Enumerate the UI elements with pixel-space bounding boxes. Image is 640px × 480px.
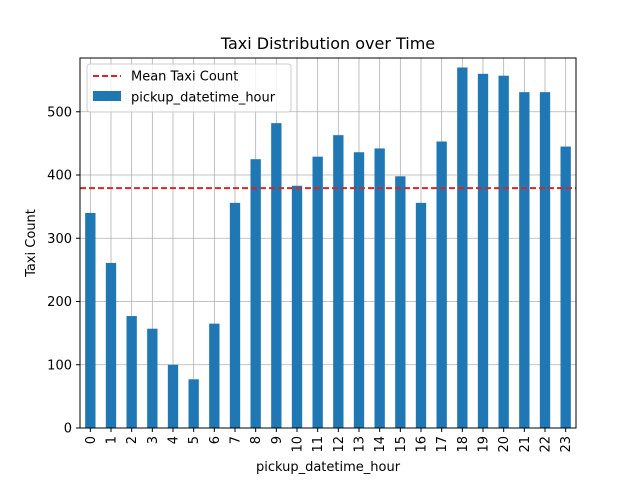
x-tick-label: 18: [456, 436, 471, 453]
bar-hour-3: [147, 328, 158, 428]
x-tick-label: 3: [146, 436, 161, 444]
bar-hour-1: [105, 262, 117, 428]
bar-hour-14: [374, 148, 385, 428]
x-tick-label: 1: [105, 436, 120, 444]
x-tick-label: 2: [125, 436, 140, 444]
x-tick-label: 14: [373, 436, 388, 453]
bar-hour-5: [188, 379, 199, 428]
bar-hour-6: [209, 323, 220, 428]
bar-hour-22: [539, 92, 551, 429]
legend: Mean Taxi Count pickup_datetime_hour: [86, 63, 292, 113]
y-tick-label: 0: [64, 422, 72, 437]
bar-hour-19: [477, 73, 489, 429]
bars-layer: [85, 67, 571, 429]
x-tick-label: 19: [477, 436, 492, 453]
x-tick-label: 16: [415, 436, 430, 453]
x-tick-label: 22: [539, 436, 554, 453]
x-tick-label: 23: [559, 436, 574, 453]
bar-hour-16: [415, 202, 427, 428]
chart-title: Taxi Distribution over Time: [220, 34, 435, 53]
legend-series-label: pickup_datetime_hour: [131, 91, 276, 106]
legend-frame: [86, 63, 292, 113]
x-tick-label: 15: [394, 436, 409, 453]
x-tick-label: 8: [249, 436, 264, 444]
x-tick-label: 12: [332, 436, 347, 453]
x-axis-label: pickup_datetime_hour: [256, 460, 401, 475]
x-tick-label: 9: [270, 436, 285, 444]
y-axis-label: Taxi Count: [24, 209, 39, 278]
bar-hour-10: [291, 185, 303, 428]
bar-hour-23: [560, 146, 571, 429]
y-tick-label: 400: [47, 169, 72, 184]
legend-mean-label: Mean Taxi Count: [131, 70, 238, 85]
bar-hour-13: [353, 152, 365, 428]
y-tick-label: 300: [47, 232, 72, 247]
bar-hour-21: [519, 92, 530, 429]
bar-hour-15: [395, 176, 406, 428]
bar-hour-7: [229, 202, 241, 428]
x-tick-label: 21: [518, 436, 533, 453]
bar-hour-18: [457, 67, 468, 428]
plot-frame: [79, 57, 577, 429]
x-tick-label: 7: [229, 436, 244, 444]
bar-hour-11: [312, 156, 323, 428]
x-tick-label: 4: [167, 436, 182, 444]
bar-hour-9: [271, 123, 282, 429]
legend-bar-swatch: [93, 91, 121, 101]
x-tick-label: 11: [311, 436, 326, 453]
y-tick-label: 100: [47, 358, 72, 373]
bar-hour-20: [498, 75, 509, 428]
bar-hour-12: [333, 135, 344, 428]
x-tick-label: 13: [353, 436, 368, 453]
y-tick-label: 200: [47, 295, 72, 310]
bar-hour-8: [250, 159, 261, 428]
bar-hour-0: [85, 212, 96, 428]
x-tick-label: 10: [291, 436, 306, 453]
x-tick-label: 17: [435, 436, 450, 453]
bar-hour-17: [436, 141, 447, 428]
bar-hour-2: [126, 316, 137, 428]
x-tick-label: 0: [84, 436, 99, 444]
bar-hour-4: [167, 364, 179, 428]
x-tick-label: 6: [208, 436, 223, 444]
y-tick-label: 500: [47, 105, 72, 120]
x-tick-label: 20: [497, 436, 512, 453]
x-tick-label: 5: [187, 436, 202, 444]
